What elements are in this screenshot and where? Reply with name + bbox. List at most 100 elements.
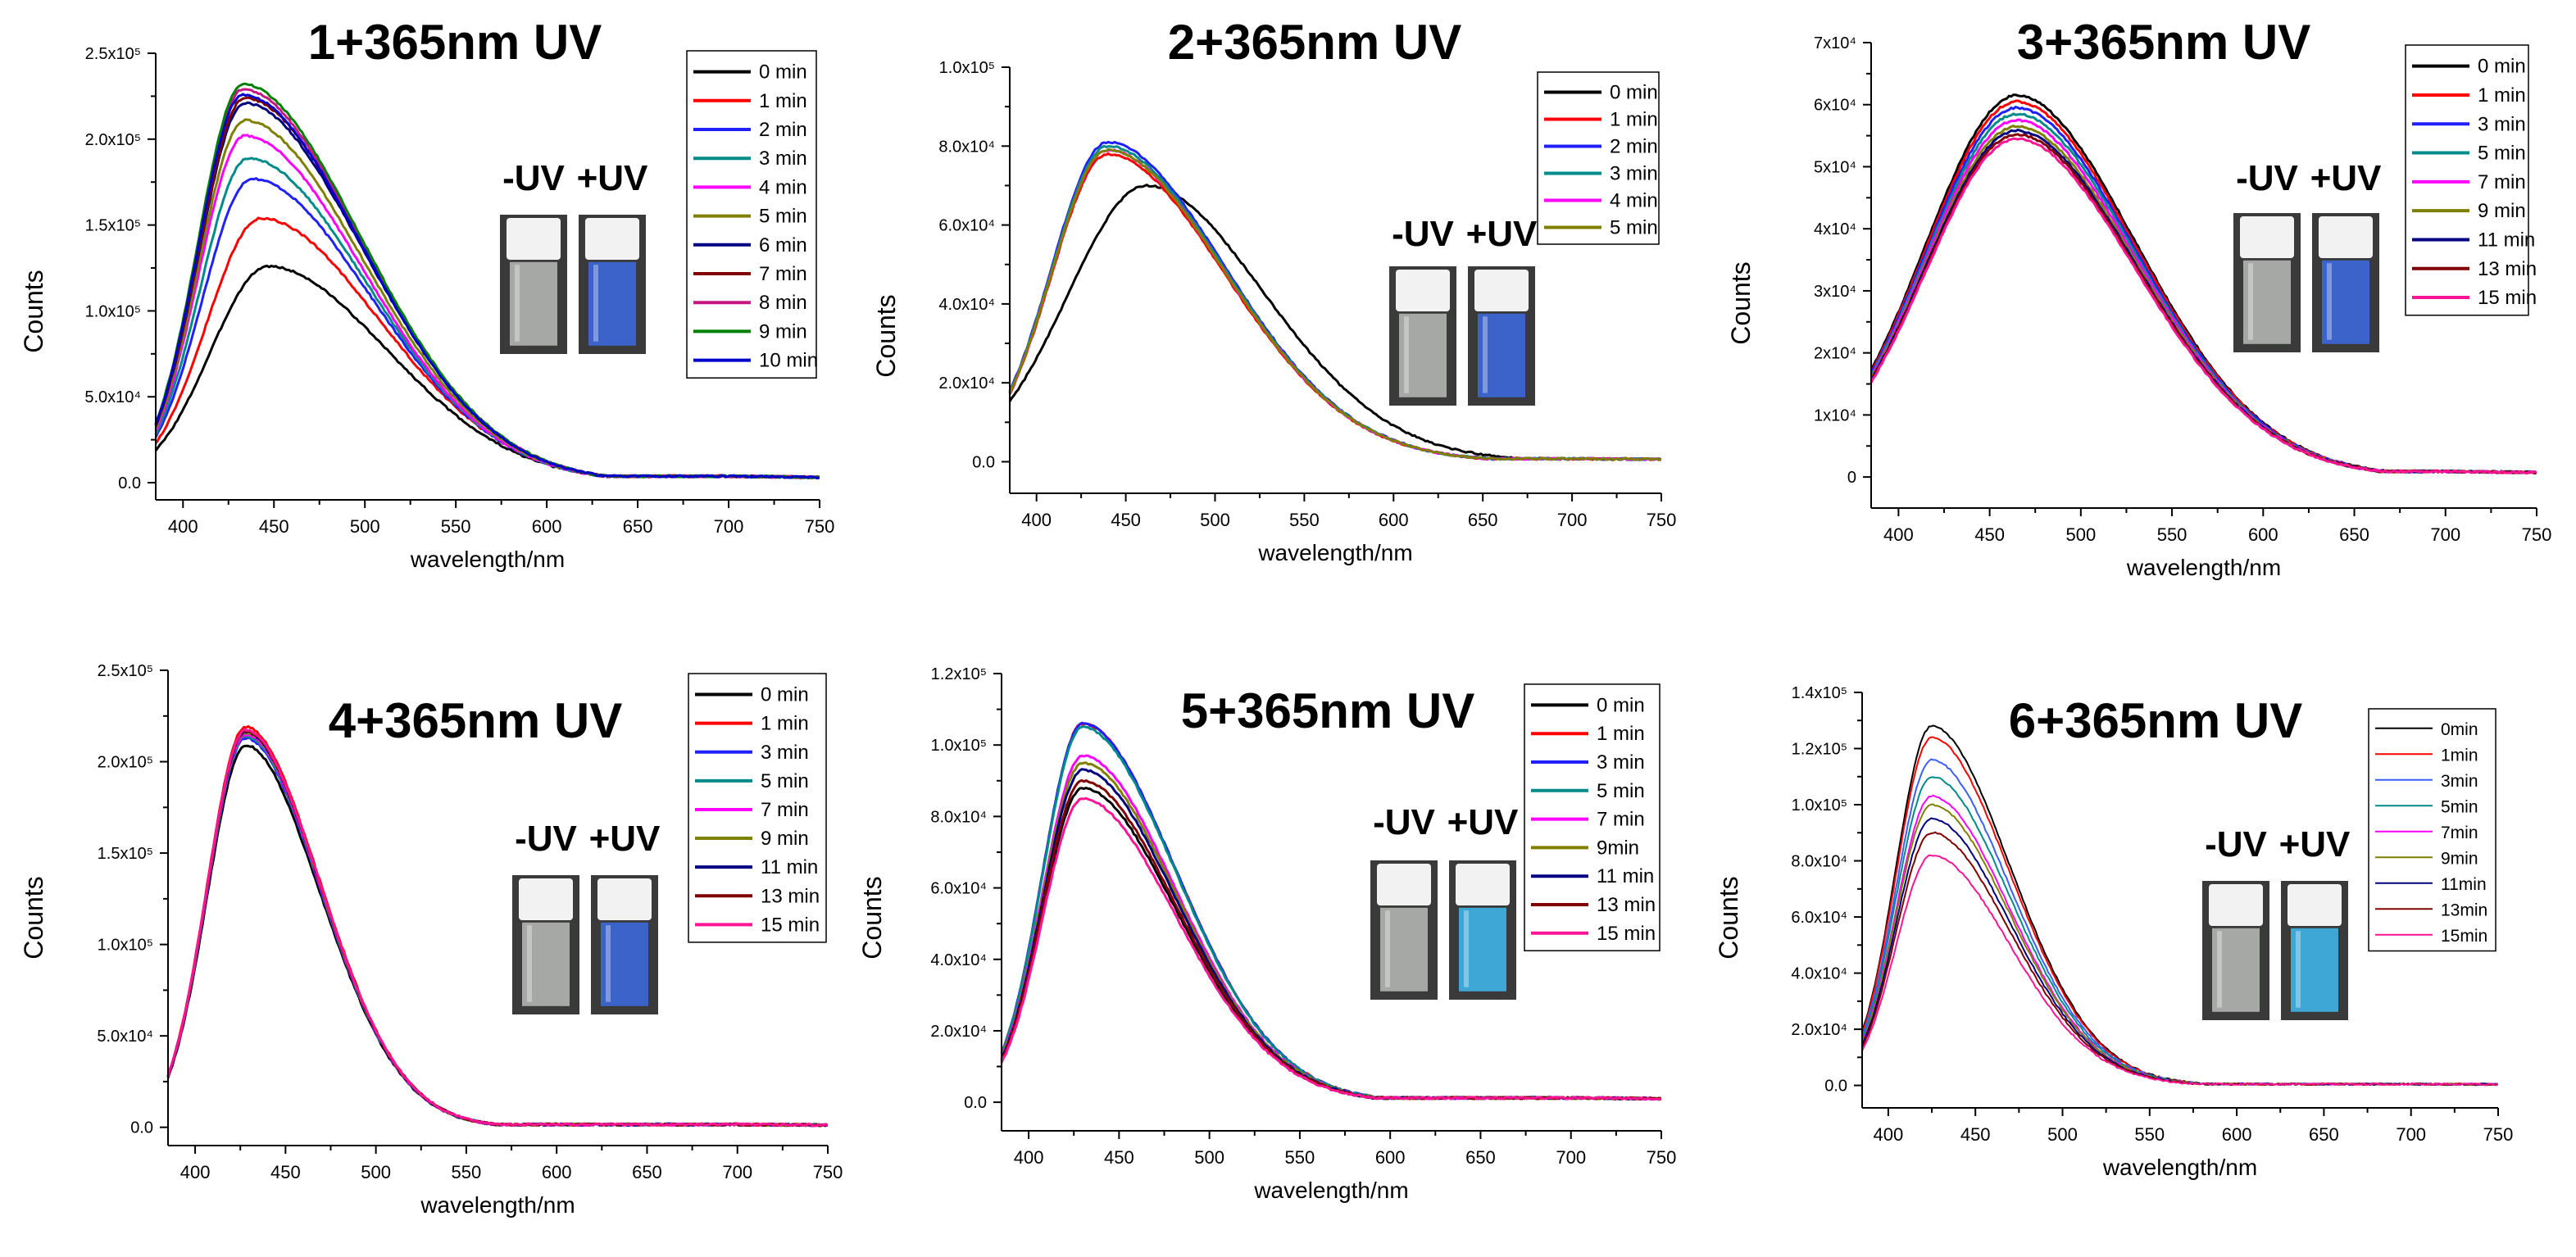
- y-tick-label: 6.0x10⁴: [938, 217, 995, 235]
- glass-highlight: [515, 265, 520, 342]
- cuvette-body: [510, 261, 557, 346]
- legend-label: 9 min: [2478, 200, 2526, 222]
- cuvette-body: [1399, 313, 1447, 397]
- legend-label: 15 min: [1597, 923, 1656, 945]
- x-tick-label: 700: [1557, 510, 1588, 530]
- y-tick-label: 0: [1847, 469, 1856, 487]
- legend-label: 13 min: [2478, 258, 2537, 280]
- legend-label: 1 min: [761, 713, 809, 735]
- y-tick-label: 6.0x10⁴: [1791, 909, 1847, 927]
- legend-label: 11min: [2441, 875, 2487, 894]
- y-axis-title: Counts: [1726, 261, 1756, 344]
- chart-panel-4: 400 450 500 550 600 650 700 750 0.0 5.0x10⁴ 1.0x10…: [19, 662, 843, 1218]
- cuvette-clear-photo: [1370, 860, 1438, 1000]
- legend-box: [2368, 708, 2496, 952]
- legend-label: 0 min: [759, 61, 807, 84]
- x-tick-label: 400: [168, 516, 198, 537]
- series-line-5-min: [1008, 147, 1662, 461]
- cuvette-blue-photo: [1449, 860, 1516, 1000]
- legend-label: 2 min: [1610, 136, 1658, 158]
- y-tick-label: 0.0: [972, 453, 995, 471]
- y-tick-label: 1x10⁴: [1814, 406, 1856, 424]
- cuvette-blue-photo: [579, 215, 646, 354]
- glass-highlight: [527, 925, 532, 1002]
- glass-highlight: [1404, 316, 1409, 393]
- y-tick-label: 0.0: [964, 1094, 987, 1112]
- y-tick-label: 8.0x10⁴: [938, 138, 995, 156]
- glass-highlight: [1483, 316, 1488, 393]
- x-tick-label: 650: [1465, 1147, 1496, 1168]
- y-tick-label: 1.4x10⁵: [1792, 684, 1847, 702]
- cuvette-body: [2291, 928, 2338, 1012]
- glass-highlight: [2327, 263, 2332, 340]
- legend-label: 3 min: [761, 742, 809, 764]
- minus-uv-label: -UV: [1373, 802, 1435, 842]
- legend-label: 15 min: [2478, 287, 2537, 309]
- cuvette-cap: [597, 878, 652, 920]
- x-axis-title: wavelength/nm: [1253, 1178, 1408, 1203]
- x-tick-label: 650: [623, 516, 653, 537]
- x-tick-label: 700: [714, 516, 744, 537]
- legend: 0 min 1 min 3 min 5 min 7 min 9min 11 min 13 mi…: [1524, 683, 1661, 951]
- x-tick-label: 750: [1647, 1147, 1677, 1168]
- legend-label: 5 min: [759, 206, 807, 228]
- x-tick-label: 400: [1883, 524, 1914, 545]
- legend-label: 5min: [2441, 797, 2478, 816]
- y-tick-label: 3x10⁴: [1814, 283, 1856, 301]
- cuvette-photos: -UV +UV: [1370, 802, 1519, 1000]
- x-tick-label: 450: [1974, 524, 2005, 545]
- y-tick-label: 2.0x10⁴: [938, 374, 995, 393]
- cuvette-body: [1478, 313, 1525, 397]
- legend-label: 9min: [1597, 837, 1639, 859]
- panel-title: 3+365nm UV: [2017, 15, 2311, 70]
- x-axis-title: wavelength/nm: [420, 1192, 575, 1218]
- x-tick-label: 450: [270, 1162, 301, 1182]
- y-tick-label: 0.0: [1824, 1078, 1847, 1096]
- x-tick-label: 750: [805, 516, 835, 537]
- x-tick-label: 450: [1111, 510, 1141, 530]
- cuvette-cap: [2240, 216, 2294, 258]
- legend-label: 11 min: [1597, 865, 1654, 887]
- series-line-10-min: [154, 93, 820, 479]
- y-tick-label: 4x10⁴: [1814, 220, 1856, 238]
- legend-label: 5 min: [761, 770, 809, 792]
- legend-label: 9min: [2441, 849, 2478, 868]
- legend-label: 9 min: [761, 828, 809, 850]
- cuvette-cap: [2288, 884, 2342, 926]
- y-tick-label: 1.0x10⁵: [931, 737, 987, 755]
- cuvette-cap: [585, 218, 639, 260]
- y-tick-label: 2x10⁴: [1814, 345, 1856, 363]
- x-tick-label: 550: [1289, 510, 1320, 530]
- y-tick-label: 1.0x10⁵: [939, 59, 995, 77]
- y-tick-label: 1.2x10⁵: [1792, 741, 1847, 759]
- y-tick-label: 7x10⁴: [1814, 34, 1856, 52]
- y-axis-title: Counts: [871, 294, 901, 377]
- legend: 0 min 1 min 3 min 5 min 7 min 9 min 11 min 13 m…: [688, 673, 827, 943]
- glass-highlight: [2248, 263, 2253, 340]
- minus-uv-label: -UV: [502, 158, 565, 198]
- panel-title: 5+365nm UV: [1181, 683, 1475, 738]
- x-tick-label: 750: [2483, 1124, 2514, 1145]
- y-tick-label: 2.0x10⁵: [85, 131, 141, 149]
- y-tick-label: 5.0x10⁴: [97, 1028, 153, 1046]
- x-tick-label: 500: [2047, 1124, 2078, 1145]
- legend-label: 7 min: [2478, 171, 2526, 193]
- legend-label: 15 min: [761, 914, 820, 936]
- glass-highlight: [1464, 910, 1469, 987]
- minus-uv-label: -UV: [515, 819, 577, 859]
- cuvette-cap: [1474, 270, 1529, 311]
- y-tick-label: 4.0x10⁴: [938, 296, 995, 314]
- series-line-15-min: [1000, 796, 1661, 1100]
- legend-label: 1 min: [1597, 723, 1645, 745]
- x-tick-label: 650: [1468, 510, 1498, 530]
- y-axis-title: Counts: [19, 270, 48, 352]
- legend-label: 7 min: [759, 263, 807, 285]
- x-tick-label: 600: [532, 516, 562, 537]
- legend-label: 7 min: [761, 799, 809, 821]
- legend-label: 5 min: [1597, 780, 1645, 802]
- x-tick-label: 550: [2134, 1124, 2165, 1145]
- y-tick-label: 2.5x10⁵: [98, 662, 153, 680]
- legend-label: 11 min: [761, 856, 818, 878]
- x-tick-label: 650: [2309, 1124, 2339, 1145]
- cuvette-body: [1380, 907, 1428, 992]
